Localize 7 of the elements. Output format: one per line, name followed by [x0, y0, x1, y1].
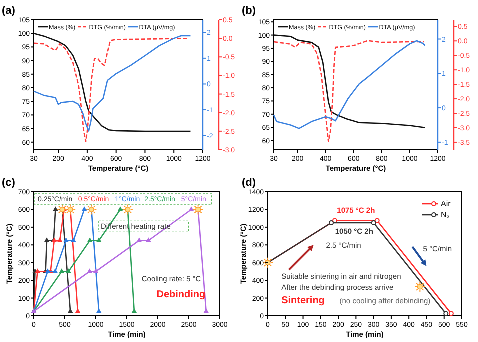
chart-title: (b) [242, 5, 256, 17]
chart-title: (a) [2, 5, 16, 17]
chart-title: (c) [2, 177, 16, 189]
legend-label: N₂ [441, 210, 450, 220]
chart-title: (d) [242, 177, 256, 189]
annotation: Sintering [282, 296, 325, 307]
legend-label: Air [441, 200, 452, 208]
